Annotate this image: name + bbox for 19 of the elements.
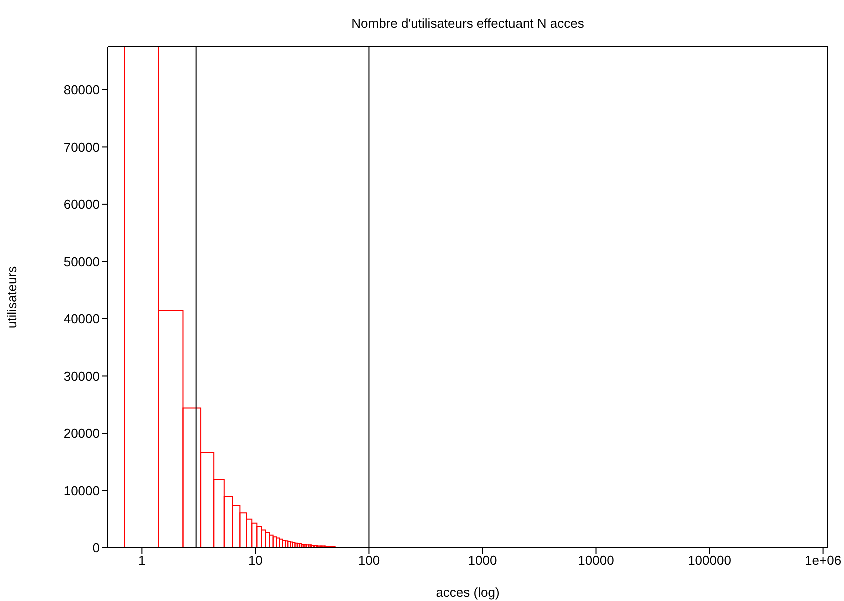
y-tick-label: 0 (92, 540, 100, 556)
y-tick-label: 10000 (64, 483, 100, 498)
x-tick-label: 10 (248, 553, 263, 568)
y-axis-title: utilisateurs (4, 266, 20, 329)
x-tick-label: 1 (138, 553, 146, 568)
x-tick-label: 100000 (688, 553, 732, 568)
x-tick-label: 100 (358, 553, 380, 568)
y-tick-label: 60000 (64, 197, 100, 212)
x-axis-title: acces (log) (436, 585, 500, 600)
y-tick-label: 20000 (64, 426, 100, 442)
x-tick-label: 1e+06 (805, 553, 842, 568)
x-tick-label: 1000 (468, 553, 498, 568)
chart-title: Nombre d'utilisateurs effectuant N acces (350, 16, 586, 31)
y-tick-label: 50000 (64, 254, 100, 270)
y-tick-label: 80000 (64, 82, 100, 98)
y-tick-label: 70000 (64, 140, 100, 155)
y-tick-label: 30000 (64, 368, 100, 384)
y-tick-label: 40000 (64, 312, 100, 327)
x-tick-label: 10000 (578, 553, 614, 568)
